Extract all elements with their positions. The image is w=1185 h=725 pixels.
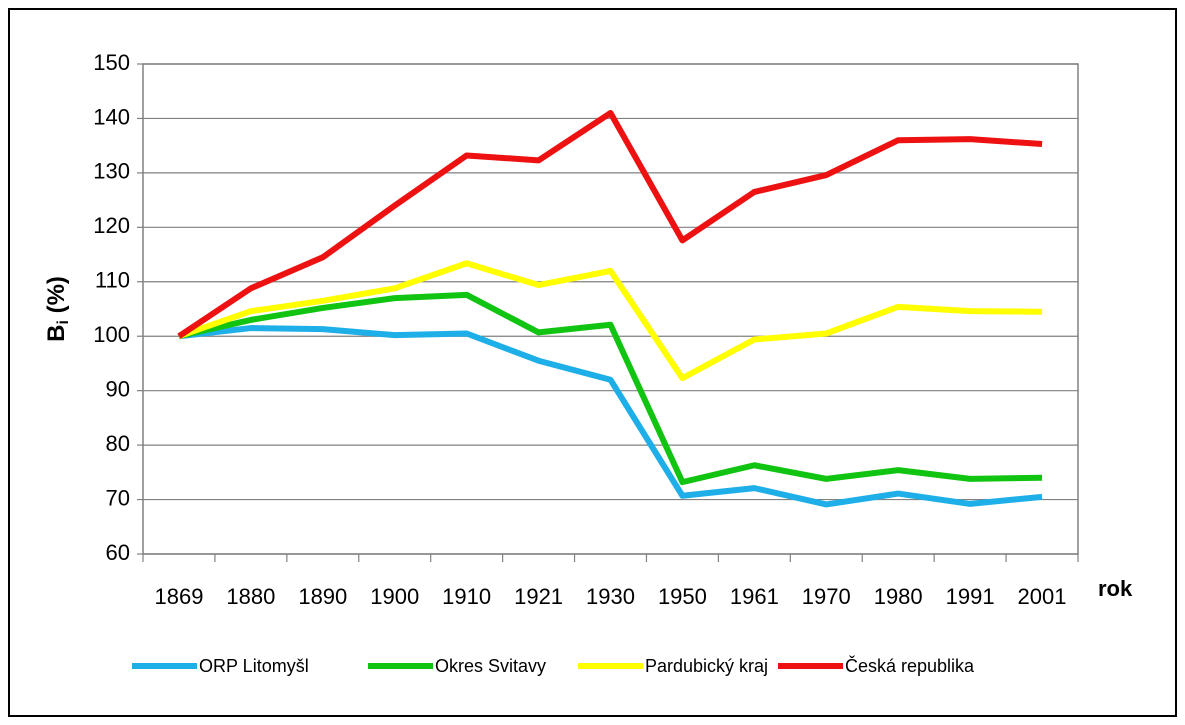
y-label-rest: (%) [43,276,70,320]
legend-label: ORP Litomyšl [199,656,309,676]
x-tick-label: 1869 [154,584,203,609]
y-tick-label: 120 [93,213,130,238]
x-tick-label: 1880 [226,584,275,609]
legend-label: Okres Svitavy [435,656,546,676]
legend-label: Pardubický kraj [645,656,768,676]
x-tick-label: 1900 [370,584,419,609]
x-tick-label: 2001 [1018,584,1067,609]
y-tick-label: 80 [106,431,130,456]
y-tick-label: 110 [95,268,130,293]
x-tick-label: 1890 [298,584,347,609]
y-axis-label: Bi (%) [43,276,72,342]
x-tick-label: 1910 [442,584,491,609]
x-tick-label: 1950 [658,584,707,609]
x-axis-label: rok [1098,576,1133,601]
y-label-main: B [43,325,70,342]
series-line [178,325,1043,508]
x-tick-label: 1970 [802,584,851,609]
x-tick-label: 1930 [586,584,635,609]
legend-label: Česká republika [845,655,975,676]
y-tick-label: 90 [106,376,130,401]
series-line [178,291,1043,486]
y-tick-label: 140 [93,104,130,129]
y-tick-label: 130 [93,159,130,184]
x-tick-label: 1980 [874,584,923,609]
y-tick-label: 60 [106,540,130,565]
x-tick-label: 1961 [730,584,779,609]
x-tick-label: 1991 [946,584,995,609]
y-label-sub: i [55,320,72,324]
y-tick-label: 70 [106,485,130,510]
y-tick-label: 150 [93,50,130,75]
x-tick-label: 1921 [514,584,563,609]
series-line [177,260,1043,382]
series-line [177,110,1043,339]
y-tick-label: 100 [93,322,130,347]
